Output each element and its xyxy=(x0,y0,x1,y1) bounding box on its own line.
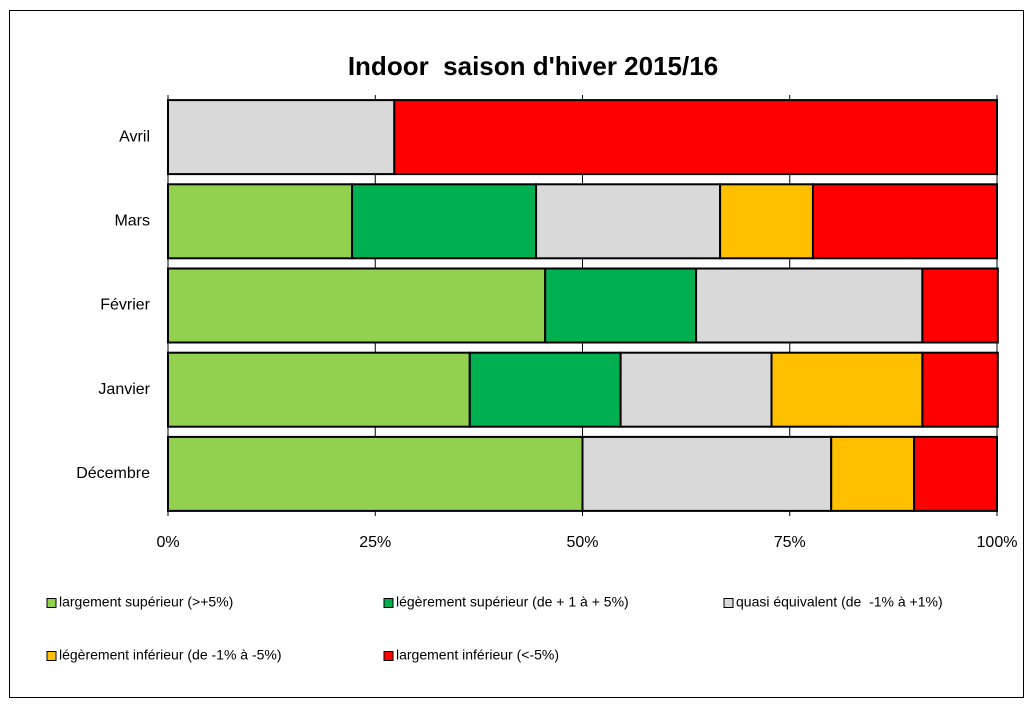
bar-segment xyxy=(544,267,698,344)
bar-segment xyxy=(830,435,916,512)
bar-segment xyxy=(695,267,924,344)
bar-segment xyxy=(921,267,999,344)
y-tick-label: Avril xyxy=(119,128,150,145)
bar-segment xyxy=(619,351,773,428)
bar-segment xyxy=(535,183,722,260)
bar-segment xyxy=(167,183,354,260)
bar-segment xyxy=(921,351,999,428)
x-tick-label: 100% xyxy=(977,534,1018,551)
bar-segment xyxy=(581,435,833,512)
bar-segment xyxy=(393,99,998,176)
legend-swatch xyxy=(383,651,394,661)
legend-swatch xyxy=(723,598,734,608)
bar-segment xyxy=(351,183,538,260)
y-tick-label: Janvier xyxy=(98,381,150,398)
bar-segment xyxy=(719,183,814,260)
x-tick-label: 0% xyxy=(156,534,179,551)
y-tick-label: Mars xyxy=(114,213,150,230)
x-tick-label: 25% xyxy=(359,534,391,551)
bar-segment xyxy=(167,99,396,176)
y-tick-label: Décembre xyxy=(76,465,150,482)
bar-segment xyxy=(167,351,471,428)
y-tick-label: Février xyxy=(100,297,150,314)
legend-swatch xyxy=(46,651,57,661)
x-tick-label: 50% xyxy=(566,534,598,551)
x-tick-label: 75% xyxy=(774,534,806,551)
legend-label: largement supérieur (>+5%) xyxy=(59,594,233,610)
bar-segment xyxy=(811,183,998,260)
bar-segment xyxy=(468,351,622,428)
legend-label: largement inférieur (<-5%) xyxy=(396,647,559,663)
legend-label: légèrement inférieur (de -1% à -5%) xyxy=(59,647,282,663)
chart-title: Indoor saison d'hiver 2015/16 xyxy=(348,51,718,81)
bar-segment xyxy=(167,435,584,512)
bar-segment xyxy=(167,267,547,344)
legend-label: quasi équivalent (de -1% à +1%) xyxy=(736,594,943,610)
legend-swatch xyxy=(46,598,57,608)
legend-label: légèrement supérieur (de + 1 à + 5%) xyxy=(396,594,629,610)
bar-segment xyxy=(770,351,924,428)
bar-segment xyxy=(913,435,998,512)
legend-swatch xyxy=(383,598,394,608)
